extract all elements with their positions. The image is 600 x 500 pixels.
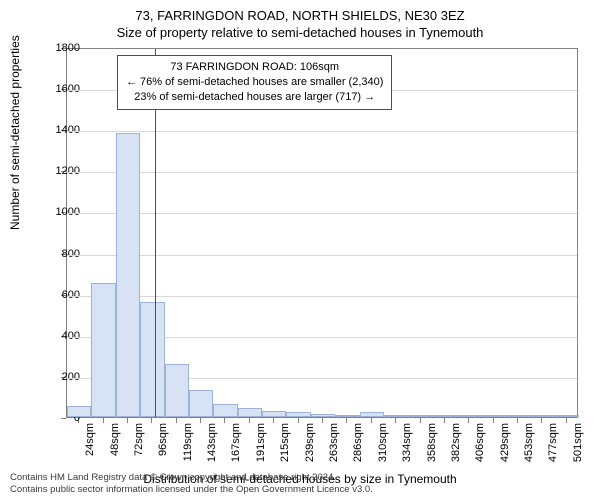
xtick-mark (541, 418, 542, 423)
xtick-mark (566, 418, 567, 423)
bar (481, 415, 505, 417)
bar (408, 415, 432, 417)
annotation-line-3: 23% of semi-detached houses are larger (… (126, 90, 383, 105)
xtick-label: 406sqm (474, 423, 486, 478)
xtick-label: 334sqm (401, 423, 413, 478)
bar (189, 390, 213, 417)
bar (165, 364, 189, 417)
ytick-label: 1400 (40, 124, 80, 136)
annotation-line-1: 73 FARRINGDON ROAD: 106sqm (126, 60, 383, 75)
gridline (67, 131, 577, 132)
xtick-mark (468, 418, 469, 423)
xtick-mark (273, 418, 274, 423)
ytick-label: 1600 (40, 83, 80, 95)
bar (360, 412, 384, 417)
xtick-mark (103, 418, 104, 423)
xtick-mark (298, 418, 299, 423)
xtick-label: 24sqm (84, 423, 96, 478)
xtick-label: 453sqm (523, 423, 535, 478)
annotation-callout: 73 FARRINGDON ROAD: 106sqm ← 76% of semi… (117, 55, 392, 110)
gridline (67, 172, 577, 173)
title-line-2: Size of property relative to semi-detach… (0, 25, 600, 40)
bar (506, 415, 530, 417)
gridline (67, 296, 577, 297)
xtick-label: 96sqm (157, 423, 169, 478)
ytick-label: 1200 (40, 165, 80, 177)
bar (335, 415, 359, 417)
bar (457, 415, 481, 417)
bar (384, 415, 408, 417)
xtick-mark (322, 418, 323, 423)
chart-title-block: 73, FARRINGDON ROAD, NORTH SHIELDS, NE30… (0, 0, 600, 40)
bar (311, 414, 335, 417)
xtick-mark (444, 418, 445, 423)
xtick-mark (517, 418, 518, 423)
xtick-label: 286sqm (352, 423, 364, 478)
bar (262, 411, 286, 417)
ytick-label: 800 (40, 248, 80, 260)
annotation-line-2: ← 76% of semi-detached houses are smalle… (126, 75, 383, 90)
xtick-label: 119sqm (182, 423, 194, 478)
bar (238, 408, 262, 417)
xtick-label: 143sqm (206, 423, 218, 478)
xtick-label: 48sqm (109, 423, 121, 478)
xtick-label: 215sqm (279, 423, 291, 478)
xtick-label: 263sqm (328, 423, 340, 478)
attribution-footer: Contains HM Land Registry data © Crown c… (10, 472, 373, 496)
footer-line-2: Contains public sector information licen… (10, 484, 373, 496)
xtick-mark (224, 418, 225, 423)
xtick-label: 72sqm (133, 423, 145, 478)
title-line-1: 73, FARRINGDON ROAD, NORTH SHIELDS, NE30… (0, 8, 600, 23)
bar (555, 415, 579, 417)
plot-region: 73 FARRINGDON ROAD: 106sqm ← 76% of semi… (66, 48, 578, 418)
xtick-label: 477sqm (547, 423, 559, 478)
xtick-label: 167sqm (230, 423, 242, 478)
bar (91, 283, 115, 417)
ytick-label: 200 (40, 371, 80, 383)
xtick-label: 191sqm (255, 423, 267, 478)
xtick-mark (346, 418, 347, 423)
xtick-label: 358sqm (426, 423, 438, 478)
xtick-label: 501sqm (572, 423, 584, 478)
gridline (67, 255, 577, 256)
xtick-mark (395, 418, 396, 423)
y-axis-label: Number of semi-detached properties (8, 35, 22, 230)
footer-line-1: Contains HM Land Registry data © Crown c… (10, 472, 373, 484)
xtick-mark (249, 418, 250, 423)
ytick-label: 400 (40, 330, 80, 342)
xtick-mark (176, 418, 177, 423)
bar (140, 302, 164, 417)
bar (530, 415, 554, 417)
ytick-label: 1000 (40, 206, 80, 218)
xtick-mark (127, 418, 128, 423)
xtick-label: 239sqm (304, 423, 316, 478)
bar (433, 415, 457, 417)
xtick-mark (151, 418, 152, 423)
xtick-mark (493, 418, 494, 423)
xtick-mark (371, 418, 372, 423)
chart-area: 73 FARRINGDON ROAD: 106sqm ← 76% of semi… (66, 48, 578, 418)
xtick-mark (200, 418, 201, 423)
bar (116, 133, 140, 417)
bar (213, 404, 237, 417)
xtick-label: 310sqm (377, 423, 389, 478)
gridline (67, 213, 577, 214)
bar (286, 412, 310, 417)
bar (67, 406, 91, 417)
xtick-mark (420, 418, 421, 423)
xtick-label: 429sqm (499, 423, 511, 478)
ytick-label: 600 (40, 289, 80, 301)
ytick-label: 1800 (40, 42, 80, 54)
xtick-label: 382sqm (450, 423, 462, 478)
